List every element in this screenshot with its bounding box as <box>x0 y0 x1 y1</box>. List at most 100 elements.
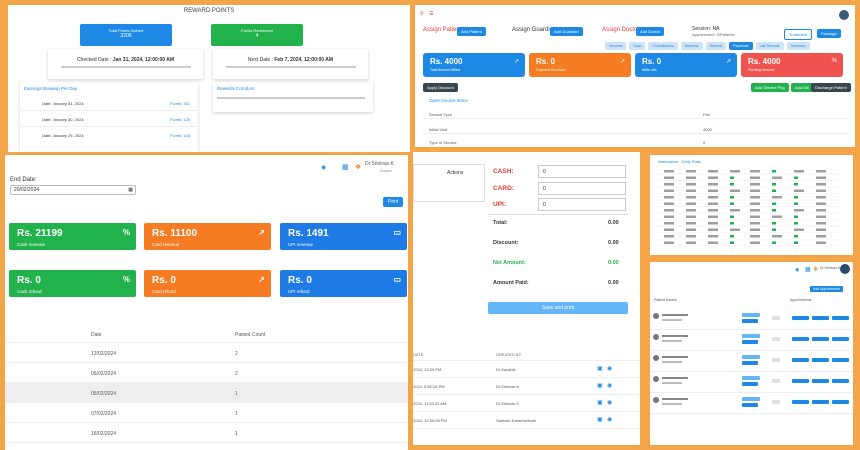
appointment-row[interactable] <box>650 373 853 393</box>
print-icon[interactable]: ▣ <box>597 417 603 423</box>
appointment-row[interactable] <box>650 394 853 414</box>
action-button[interactable] <box>832 379 849 383</box>
breakup-date: Date: January 29, 2024 <box>42 133 84 138</box>
action-button[interactable] <box>832 400 849 404</box>
print-icon[interactable]: ▣ <box>597 366 603 372</box>
attendance-panel: Attendance - Daily Stats <box>650 155 853 255</box>
avatar[interactable] <box>840 264 850 274</box>
card-input[interactable]: 0 <box>538 182 626 195</box>
action-button[interactable] <box>812 400 829 404</box>
action-button[interactable] <box>792 358 809 362</box>
location-icon[interactable]: ◉ <box>321 165 327 171</box>
end-date-label: End Date: <box>10 177 37 183</box>
action-button[interactable] <box>772 400 780 404</box>
action-button[interactable] <box>812 337 829 341</box>
subtab-scan[interactable]: Scan <box>629 42 646 50</box>
upi-input[interactable]: 0 <box>538 198 626 211</box>
print-button[interactable]: Print <box>383 197 404 207</box>
patient-name-bar <box>662 398 688 400</box>
add-bill-button[interactable]: Add Bill <box>791 83 813 92</box>
breakup-points[interactable]: Points: 125 <box>169 117 190 122</box>
action-button[interactable] <box>832 337 849 341</box>
action-button[interactable] <box>812 379 829 383</box>
present-mark <box>730 196 734 199</box>
add-patient-button[interactable]: Add Patient <box>457 27 486 36</box>
table-row[interactable]: 12/02/2024 2 <box>5 343 408 363</box>
redeemed-points-card: Points Redeemed 4 <box>211 24 303 46</box>
action-button[interactable] <box>792 379 809 383</box>
add-doctor-button[interactable]: Add Doctor <box>636 27 665 36</box>
col-date: DATE <box>413 352 424 357</box>
subtab-lab-records[interactable]: Lab Records <box>755 42 784 50</box>
breakup-points[interactable]: Points: 301 <box>169 101 190 106</box>
table-row[interactable]: 07/02/2024 1 <box>5 403 408 423</box>
grid-icon[interactable]: ▦ <box>342 164 349 171</box>
view-icon[interactable]: ◉ <box>607 400 613 406</box>
action-button[interactable] <box>832 358 849 362</box>
add-service-pkg-button[interactable]: Add Service Pkg <box>751 83 789 92</box>
actions-header: Actions <box>447 170 464 176</box>
subtab-summary[interactable]: Summary <box>786 42 810 50</box>
subtab-payments[interactable]: Payments <box>729 42 753 50</box>
cash-input[interactable]: 0 <box>538 165 626 178</box>
avatar[interactable] <box>839 10 849 20</box>
action-button[interactable] <box>772 337 780 341</box>
action-button[interactable] <box>792 400 809 404</box>
discharge-patient-button[interactable]: Discharge Patient <box>811 83 851 92</box>
action-button[interactable] <box>812 358 829 362</box>
tab-package[interactable]: Package <box>817 29 841 38</box>
service-name: Type of Service <box>429 140 457 145</box>
breakup-points[interactable]: Points: 145 <box>169 133 190 138</box>
end-date-input[interactable]: 20/02/2024 ▦ <box>10 185 136 195</box>
tab-treatment[interactable]: Treatment <box>784 29 813 40</box>
subtab-consultations[interactable]: Consultations <box>648 42 678 50</box>
add-guardian-button[interactable]: Add Guardian <box>550 27 583 36</box>
total-value: 0.00 <box>608 220 619 226</box>
view-icon[interactable]: ◉ <box>607 383 613 389</box>
apps-icon[interactable]: ❖ <box>355 164 362 171</box>
earnings-breakup-title: Earnings Breakup Per Day <box>24 86 78 91</box>
action-button[interactable] <box>772 316 780 320</box>
apply-discount-button[interactable]: Apply Discount <box>423 83 458 92</box>
redeemed-points-label: Points Redeemed <box>241 28 273 33</box>
action-button[interactable] <box>772 358 780 362</box>
subtab-medicine[interactable]: Medicine <box>680 42 703 50</box>
action-button[interactable] <box>772 379 780 383</box>
add-appointment-button[interactable]: Add Appointment <box>810 286 843 292</box>
appointment-row[interactable] <box>650 310 853 330</box>
action-button[interactable] <box>792 316 809 320</box>
action-button[interactable] <box>812 316 829 320</box>
table-row[interactable]: 16/02/2024 1 <box>5 423 408 443</box>
avatar <box>653 313 659 319</box>
view-icon[interactable]: ◉ <box>607 366 613 372</box>
action-button[interactable] <box>832 316 849 320</box>
menu-icon[interactable]: ☰ <box>429 11 434 17</box>
appointment-row[interactable] <box>650 331 853 351</box>
cell-text <box>664 196 674 199</box>
bell-icon[interactable]: ◉ <box>795 267 800 273</box>
view-icon[interactable]: ◉ <box>607 417 613 423</box>
grid-icon[interactable]: ▦ <box>805 267 811 273</box>
calendar-icon[interactable]: ▦ <box>128 187 133 193</box>
print-icon[interactable]: ▣ <box>597 400 603 406</box>
cell-text <box>794 189 804 192</box>
services-row: Initial Visit 4000 <box>423 125 848 134</box>
subtab-services[interactable]: Services <box>605 42 627 50</box>
row-count: 1 <box>235 411 238 417</box>
rewards-corridors-card: Rewards Corridors <box>213 82 373 112</box>
cell-text <box>750 241 760 244</box>
table-row[interactable]: 06/02/2024 2 <box>5 363 408 383</box>
cell-text <box>664 183 674 186</box>
table-row[interactable]: 05/02/2024 1 <box>5 383 408 403</box>
subtab-referral[interactable]: Referral <box>705 42 727 50</box>
search-icon[interactable]: ⚲ <box>420 11 424 17</box>
present-mark <box>794 222 798 225</box>
save-print-button[interactable]: Save and print <box>488 302 628 314</box>
action-button[interactable] <box>792 337 809 341</box>
appointment-row[interactable] <box>650 352 853 372</box>
apps-icon[interactable]: ❖ <box>813 267 819 273</box>
col-date: Date <box>91 332 102 338</box>
revenue-card: Rs. 0 Cash refund% <box>9 270 136 297</box>
print-icon[interactable]: ▣ <box>597 383 603 389</box>
